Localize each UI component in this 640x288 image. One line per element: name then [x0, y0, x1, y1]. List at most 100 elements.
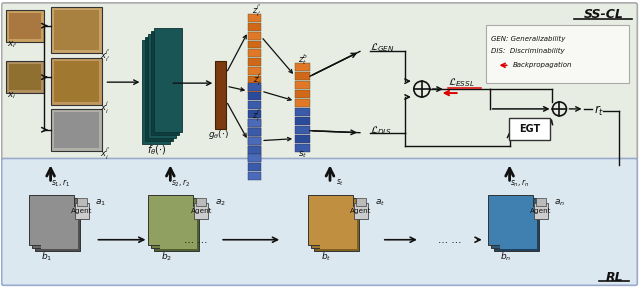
Bar: [295, 72, 310, 80]
Bar: [248, 83, 261, 91]
Text: $b_1$: $b_1$: [41, 250, 52, 263]
Bar: [354, 203, 368, 219]
Text: RL: RL: [605, 271, 623, 284]
Bar: [148, 195, 193, 245]
Bar: [295, 99, 310, 107]
FancyBboxPatch shape: [2, 158, 637, 285]
Bar: [493, 201, 538, 251]
Text: Agent: Agent: [71, 208, 92, 214]
Bar: [248, 128, 261, 136]
Text: $x^{j}_{i}$: $x^{j}_{i}$: [100, 100, 109, 116]
Bar: [356, 198, 366, 206]
FancyBboxPatch shape: [2, 3, 637, 160]
Bar: [248, 41, 261, 48]
Bar: [31, 198, 77, 248]
Text: ... ...: ... ...: [438, 235, 461, 245]
Bar: [248, 137, 261, 145]
Bar: [295, 126, 310, 134]
Text: $x^{j'}_{i}$: $x^{j'}_{i}$: [100, 145, 111, 162]
Text: $s_n,r_n$: $s_n,r_n$: [509, 177, 529, 189]
Text: $z^{b}_{t}$: $z^{b}_{t}$: [298, 52, 308, 67]
Bar: [145, 37, 173, 141]
Bar: [295, 135, 310, 143]
Bar: [248, 145, 261, 154]
Bar: [51, 109, 102, 151]
Bar: [295, 144, 310, 151]
Text: $z^{j'}_{i}$: $z^{j'}_{i}$: [252, 108, 262, 124]
Bar: [248, 119, 261, 127]
Text: Agent: Agent: [530, 208, 551, 214]
Bar: [51, 58, 102, 105]
FancyBboxPatch shape: [486, 25, 629, 83]
Bar: [248, 23, 261, 31]
Text: $f_\theta(\cdot)$: $f_\theta(\cdot)$: [147, 144, 167, 157]
Text: $a_1$: $a_1$: [95, 198, 106, 208]
Bar: [154, 201, 199, 251]
Bar: [248, 154, 261, 162]
Bar: [248, 14, 261, 22]
Bar: [74, 203, 88, 219]
Bar: [29, 195, 74, 245]
Bar: [488, 195, 532, 245]
Bar: [248, 50, 261, 57]
Bar: [248, 137, 261, 145]
Bar: [311, 198, 356, 248]
Bar: [314, 201, 359, 251]
Text: $s_t$: $s_t$: [336, 178, 344, 188]
Text: $\mathcal{L}_{GEN}$: $\mathcal{L}_{GEN}$: [370, 41, 395, 54]
Text: GEN: Generalizability: GEN: Generalizability: [491, 35, 565, 41]
Text: $z^{j'}_{i'}$: $z^{j'}_{i'}$: [252, 3, 262, 19]
Bar: [196, 198, 206, 206]
Bar: [295, 90, 310, 98]
Bar: [195, 203, 208, 219]
Bar: [295, 117, 310, 125]
Text: $x^{j'}_{i'}$: $x^{j'}_{i'}$: [100, 48, 111, 65]
Bar: [248, 101, 261, 109]
Text: $z^{j}_{i}$: $z^{j}_{i}$: [253, 72, 261, 88]
Text: $\mathcal{L}_{DIS}$: $\mathcal{L}_{DIS}$: [370, 124, 391, 137]
Text: $a_n$: $a_n$: [554, 198, 565, 208]
Bar: [308, 195, 353, 245]
Bar: [152, 31, 179, 135]
Bar: [6, 10, 44, 41]
Text: $s_t$: $s_t$: [298, 149, 308, 160]
Text: $s_2,r_2$: $s_2,r_2$: [170, 177, 190, 189]
Bar: [295, 81, 310, 89]
Text: $g_\vartheta(\cdot)$: $g_\vartheta(\cdot)$: [208, 128, 228, 141]
Text: ... ...: ... ...: [184, 235, 207, 245]
Bar: [9, 64, 40, 90]
Bar: [248, 154, 261, 162]
Bar: [491, 198, 536, 248]
Text: EGT: EGT: [519, 124, 540, 134]
Bar: [6, 61, 44, 93]
Bar: [248, 119, 261, 127]
Text: $a_t$: $a_t$: [375, 198, 385, 208]
Bar: [248, 145, 261, 154]
Text: $b_2$: $b_2$: [161, 250, 172, 263]
Bar: [54, 112, 99, 147]
Bar: [51, 7, 102, 53]
Bar: [152, 198, 196, 248]
Text: $\mathcal{L}_{ESSL}$: $\mathcal{L}_{ESSL}$: [448, 76, 474, 88]
Bar: [248, 163, 261, 171]
Bar: [248, 172, 261, 180]
Text: $s_1,r_1$: $s_1,r_1$: [51, 177, 70, 189]
Bar: [295, 63, 310, 71]
Bar: [248, 76, 261, 84]
Bar: [248, 92, 261, 100]
Text: Backpropagation: Backpropagation: [513, 62, 572, 68]
Bar: [148, 34, 176, 138]
Bar: [320, 207, 357, 249]
Text: $b_n$: $b_n$: [500, 250, 511, 263]
FancyBboxPatch shape: [509, 118, 550, 140]
Text: $x_i$: $x_i$: [6, 91, 16, 101]
Bar: [154, 28, 182, 132]
Bar: [500, 207, 536, 249]
Bar: [215, 61, 226, 129]
Bar: [248, 128, 261, 136]
Bar: [248, 85, 261, 93]
Bar: [54, 10, 99, 50]
Bar: [295, 108, 310, 116]
Text: $b_t$: $b_t$: [321, 250, 331, 263]
Bar: [40, 207, 77, 249]
